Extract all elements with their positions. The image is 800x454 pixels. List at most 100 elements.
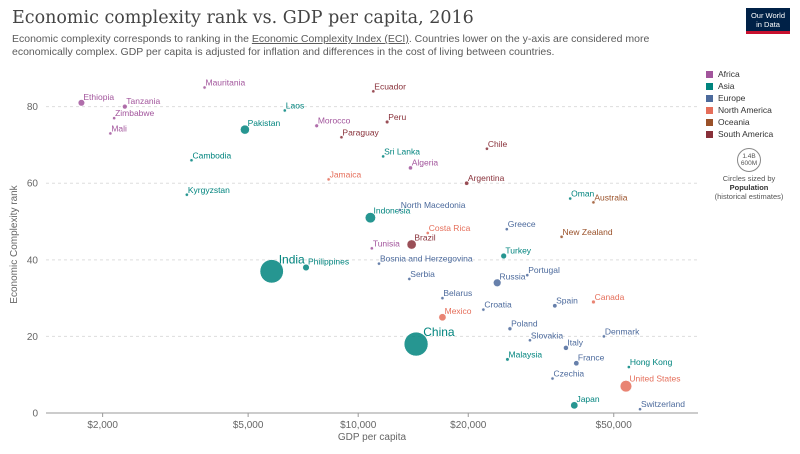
point-label-kyrgyzstan: Kyrgyzstan	[188, 185, 230, 195]
point-label-ecuador: Ecuador	[374, 81, 406, 91]
point-label-paraguay: Paraguay	[342, 127, 379, 137]
point-poland	[507, 326, 513, 331]
point-label-japan: Japan	[576, 394, 599, 404]
point-portugal	[525, 273, 530, 277]
point-jamaica	[326, 177, 331, 182]
point-label-zimbabwe: Zimbabwe	[115, 108, 154, 118]
x-tick-label: $2,000	[87, 420, 118, 431]
size-legend-caption: Circles sized by	[722, 174, 776, 183]
point-label-algeria: Algeria	[412, 158, 439, 168]
point-serbia	[407, 277, 412, 281]
point-tanzania	[122, 104, 128, 110]
point-bosnia-and-herzegovina	[377, 261, 381, 266]
point-laos	[282, 108, 287, 113]
legend-item-europe[interactable]: Europe	[706, 92, 798, 104]
point-cambodia	[189, 158, 194, 163]
point-label-tanzania: Tanzania	[126, 96, 160, 106]
point-new-zealand	[559, 234, 564, 239]
point-label-denmark: Denmark	[605, 326, 640, 336]
region-legend: Africa Asia Europe North America Oceania Sout…	[706, 68, 798, 140]
point-costa-rica	[425, 231, 430, 235]
point-label-peru: Peru	[388, 112, 406, 122]
x-tick-label: $10,000	[340, 420, 377, 431]
legend-swatch	[706, 106, 713, 114]
subtitle-text-end: . Countries lower on the y-axis are cons…	[12, 33, 650, 58]
point-russia	[493, 278, 502, 287]
point-pakistan	[240, 124, 250, 135]
point-slovakia	[528, 338, 532, 343]
y-tick-label: 0	[32, 409, 38, 420]
point-label-belarus: Belarus	[443, 288, 472, 298]
point-canada	[591, 299, 596, 305]
point-turkey	[500, 252, 507, 260]
point-label-new-zealand: New Zealand	[563, 227, 613, 237]
legend-label: Oceania	[718, 117, 750, 127]
point-kyrgyzstan	[185, 192, 189, 197]
size-legend-circle-icon: 1.4B 600M	[737, 148, 761, 172]
logo-line-1: Our World	[750, 11, 786, 20]
legend-swatch	[706, 130, 713, 138]
point-label-chile: Chile	[488, 139, 508, 149]
legend-item-north-america[interactable]: North America	[706, 104, 798, 116]
x-tick-label: $50,000	[596, 420, 633, 431]
size-legend-variable: Population	[729, 183, 769, 192]
point-label-slovakia: Slovakia	[531, 330, 563, 340]
point-sri-lanka	[381, 154, 385, 159]
legend-item-oceania[interactable]: Oceania	[706, 116, 798, 128]
point-label-north-macedonia: North Macedonia	[401, 200, 466, 210]
y-tick-label: 80	[27, 102, 39, 113]
point-label-mauritania: Mauritania	[206, 78, 246, 88]
point-morocco	[314, 123, 319, 128]
point-label-australia: Australia	[594, 192, 627, 202]
point-italy	[563, 345, 569, 351]
y-tick-label: 20	[27, 332, 39, 343]
point-label-laos: Laos	[286, 101, 304, 111]
point-ethiopia	[77, 99, 85, 107]
point-label-spain: Spain	[556, 295, 578, 305]
point-algeria	[408, 165, 413, 171]
size-legend-note: (historical estimates)	[714, 192, 784, 201]
y-tick-label: 60	[27, 179, 39, 190]
point-label-portugal: Portugal	[528, 265, 560, 275]
point-label-brazil: Brazil	[414, 233, 435, 243]
legend-swatch	[706, 82, 713, 90]
point-label-italy: Italy	[567, 337, 583, 347]
point-hong-kong	[627, 365, 631, 369]
point-spain	[552, 303, 558, 309]
legend-label: North America	[718, 105, 772, 115]
point-label-hong-kong: Hong Kong	[630, 357, 673, 367]
point-zimbabwe	[112, 116, 116, 120]
point-australia	[591, 200, 596, 205]
logo-line-2: in Data	[756, 20, 780, 29]
point-label-mexico: Mexico	[445, 306, 472, 316]
point-czechia	[550, 376, 555, 381]
point-switzerland	[638, 407, 642, 412]
point-label-france: France	[578, 353, 605, 363]
point-label-greece: Greece	[508, 219, 536, 229]
legend-item-africa[interactable]: Africa	[706, 68, 798, 80]
point-belarus	[440, 296, 445, 300]
point-united-states	[619, 380, 632, 393]
point-label-czechia: Czechia	[553, 369, 584, 379]
owid-logo[interactable]: Our World in Data	[746, 8, 790, 34]
chart-subtitle: Economic complexity corresponds to ranki…	[12, 33, 712, 59]
point-north-macedonia	[397, 208, 402, 212]
legend-item-asia[interactable]: Asia	[706, 80, 798, 92]
point-brazil	[406, 239, 417, 250]
point-label-canada: Canada	[595, 292, 625, 302]
legend-swatch	[706, 94, 713, 102]
point-label-bosnia-and-herzegovina: Bosnia and Herzegovina	[380, 254, 473, 264]
point-argentina	[464, 180, 470, 186]
point-mexico	[438, 313, 447, 322]
legend-item-south-america[interactable]: South America	[706, 128, 798, 140]
point-label-turkey: Turkey	[505, 245, 531, 255]
x-axis-label: GDP per capita	[338, 432, 407, 443]
eci-link[interactable]: Economic Complexity Index (ECI)	[251, 33, 409, 45]
point-japan	[570, 401, 579, 410]
point-mali	[108, 131, 113, 136]
point-label-oman: Oman	[571, 189, 594, 199]
legend-swatch	[706, 118, 713, 126]
point-label-tunisia: Tunisia	[373, 238, 400, 248]
point-denmark	[602, 334, 606, 339]
